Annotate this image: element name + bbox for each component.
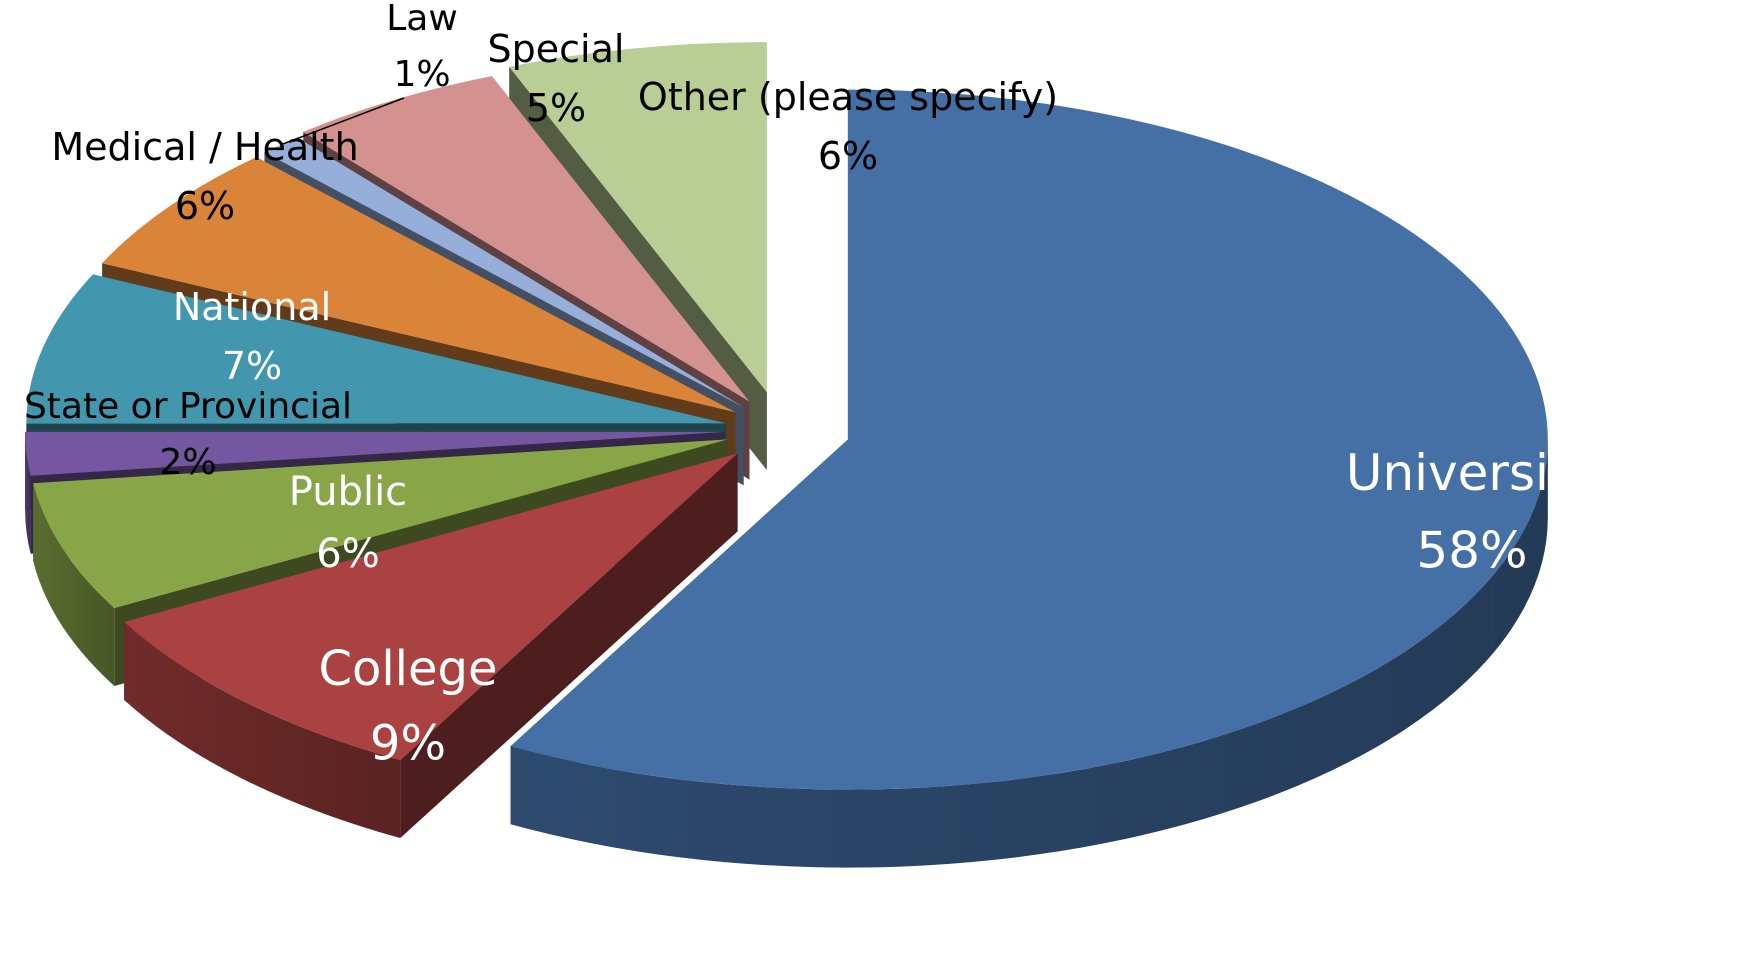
slice-value-university: 58% [1416, 522, 1527, 580]
slice-value-medical-health: 6% [175, 184, 235, 228]
slice-value-other-please-specify: 6% [818, 134, 878, 178]
slice-value-special: 5% [526, 86, 586, 130]
pie-slice-top [26, 274, 727, 424]
slice-value-public: 6% [316, 531, 379, 577]
slice-label-special: Special [488, 27, 625, 71]
slice-label-national: National [173, 285, 331, 329]
pie-slice-rim [33, 483, 115, 686]
pie-slice-top [102, 157, 736, 413]
slice-label-medical-health: Medical / Health [51, 125, 358, 169]
pie-slice-rim [510, 439, 1548, 868]
slice-label-university: University [1346, 444, 1598, 502]
slice-label-public: Public [289, 469, 407, 515]
pie-slice-top [510, 89, 1548, 790]
pie-slice-top [509, 42, 767, 393]
law-leader-line [280, 97, 405, 146]
pie-slice-top [25, 431, 726, 476]
pie-slice-college [124, 453, 738, 839]
slice-value-college: 9% [370, 715, 446, 771]
pie-slice-university [510, 89, 1548, 868]
pie-slice-top [124, 453, 738, 761]
pie-slice-rim [124, 621, 401, 839]
slice-label-college: College [318, 641, 497, 697]
pie-slice-top [303, 76, 750, 402]
slice-value-national: 7% [222, 344, 282, 388]
pie-slice-top [33, 439, 728, 608]
slice-value-state-or-provincial: 2% [159, 442, 216, 483]
slice-value-law: 1% [393, 54, 450, 95]
slice-label-other-please-specify: Other (please specify) [638, 75, 1058, 119]
pie-slice-rim [25, 431, 31, 554]
pie-slice-top [264, 137, 744, 408]
slice-label-law: Law [386, 0, 458, 39]
slice-label-state-or-provincial: State or Provincial [24, 386, 352, 427]
